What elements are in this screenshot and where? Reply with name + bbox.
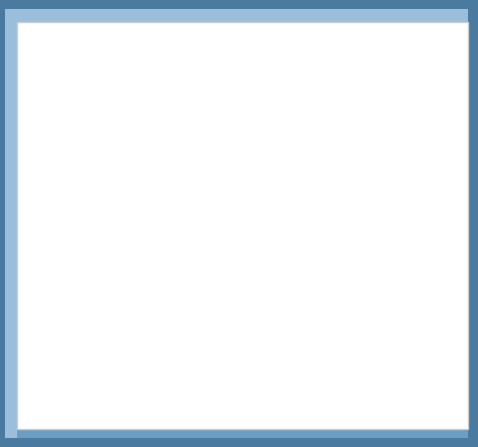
- Point: [267, 294, 274, 301]
- Point: [365, 399, 373, 406]
- Point: [120, 137, 127, 144]
- Y-axis label: Velocidad (m/s): Velocidad (m/s): [31, 189, 41, 276]
- Text: A: A: [138, 164, 151, 181]
- Title: Gráfica de Velocidad versus Tiempo: Gráfica de Velocidad versus Tiempo: [65, 37, 427, 55]
- Point: [70, 88, 78, 95]
- Point: [218, 242, 226, 249]
- Point: [169, 190, 176, 197]
- X-axis label: Tiempo (s): Tiempo (s): [217, 427, 276, 437]
- Text: B: B: [285, 268, 298, 286]
- Point: [316, 346, 324, 354]
